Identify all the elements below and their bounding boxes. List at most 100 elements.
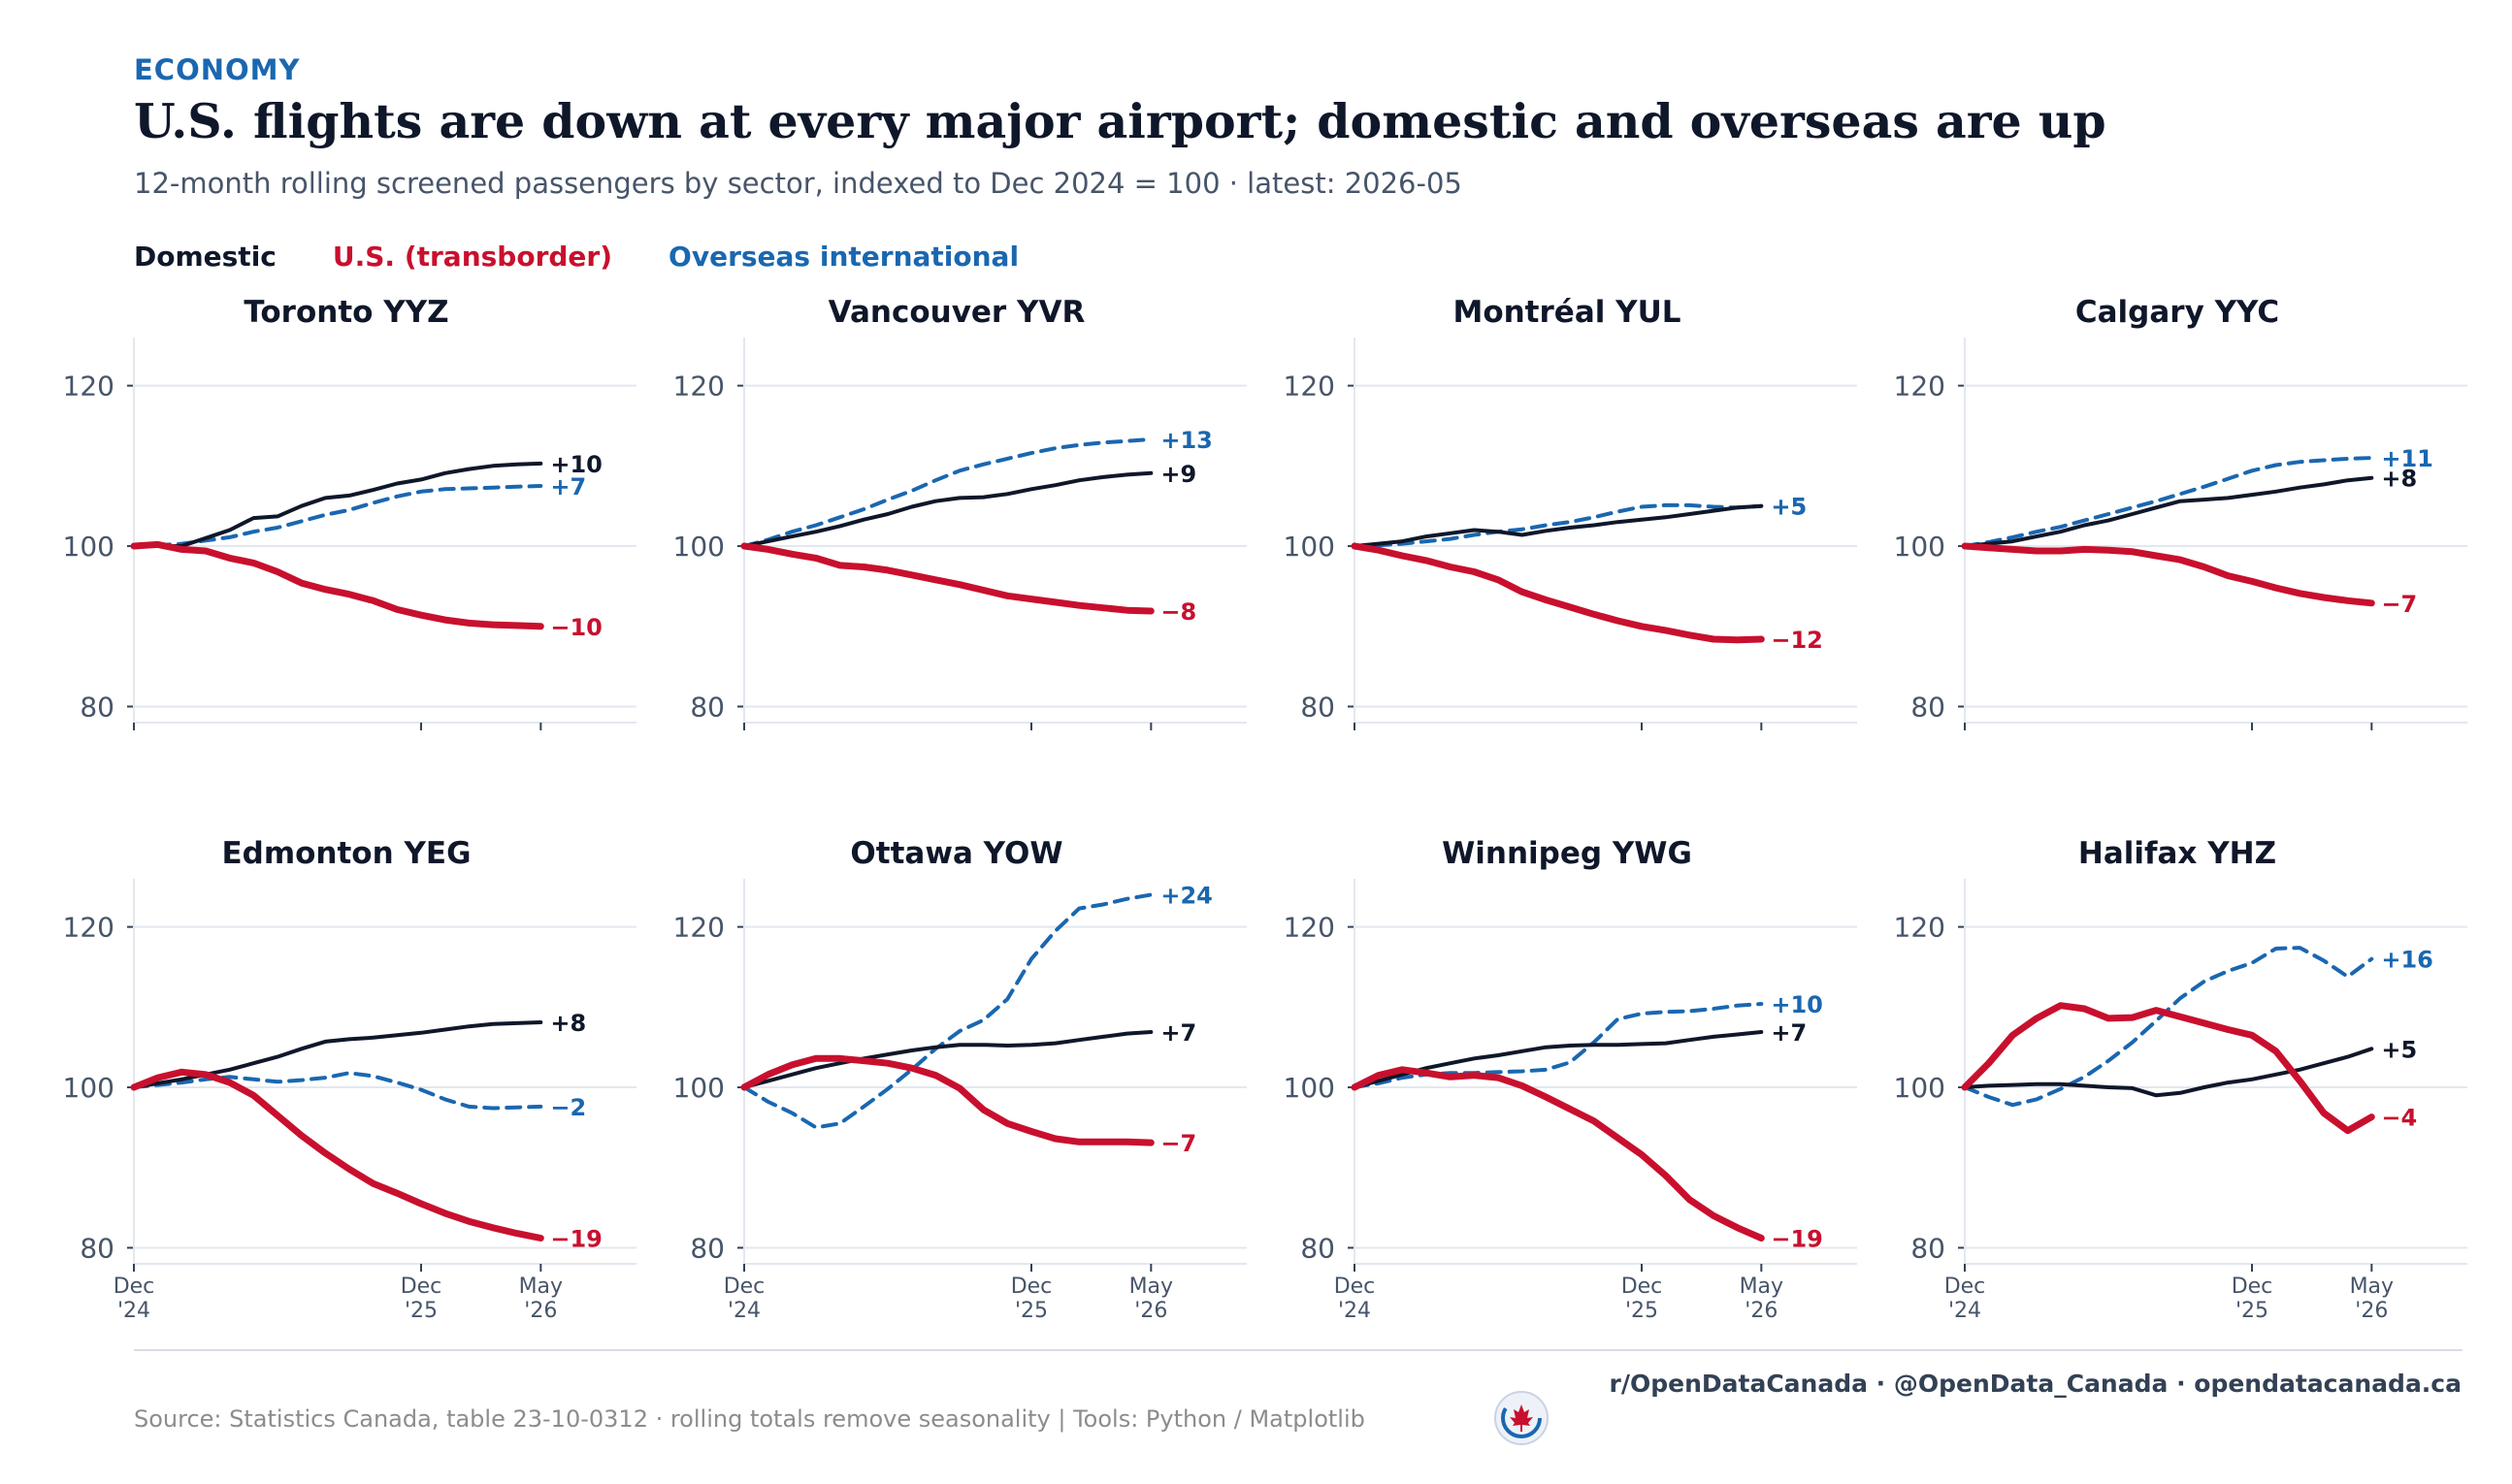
y-tick-label: 80 bbox=[690, 691, 725, 723]
x-tick-label: '26 bbox=[1134, 1299, 1167, 1323]
y-tick-label: 80 bbox=[1300, 691, 1335, 723]
canada-maple-leaf-icon bbox=[1494, 1391, 1549, 1445]
end-label-overseas: +24 bbox=[1160, 883, 1213, 910]
panel-title: Vancouver YVR bbox=[829, 295, 1086, 330]
end-label-domestic: +5 bbox=[2381, 1036, 2417, 1063]
x-tick-label: '26 bbox=[524, 1299, 557, 1323]
end-label-overseas: +5 bbox=[1771, 494, 1807, 521]
end-label-overseas: +11 bbox=[2381, 445, 2433, 472]
x-tick-label: Dec bbox=[1944, 1274, 1986, 1299]
y-tick-label: 120 bbox=[673, 912, 725, 944]
end-label-domestic: +10 bbox=[550, 451, 603, 478]
panel-title: Edmonton YEG bbox=[221, 836, 471, 871]
chart-subtitle: 12-month rolling screened passengers by … bbox=[134, 167, 1462, 200]
series-line-domestic bbox=[132, 1020, 543, 1089]
x-tick-label: May bbox=[2350, 1274, 2394, 1299]
y-tick-label: 100 bbox=[1894, 531, 1945, 563]
series-line-overseas bbox=[1353, 502, 1764, 548]
panel-1: Toronto YYZ 80 100 120 +10 −10 +7 bbox=[63, 295, 636, 730]
end-label-us: −7 bbox=[1160, 1130, 1196, 1157]
series-line-overseas bbox=[1963, 946, 2374, 1108]
y-tick-label: 100 bbox=[63, 531, 114, 563]
end-label-domestic: +7 bbox=[1160, 1019, 1196, 1047]
y-tick-label: 120 bbox=[1894, 371, 1945, 403]
series-line-overseas bbox=[132, 1071, 543, 1111]
end-label-us: −10 bbox=[550, 614, 603, 641]
series-line-us bbox=[740, 1054, 1155, 1146]
x-tick-label: May bbox=[1740, 1274, 1783, 1299]
y-tick-label: 80 bbox=[1300, 1232, 1335, 1264]
x-tick-label: '26 bbox=[2355, 1299, 2388, 1323]
end-label-overseas: −2 bbox=[550, 1094, 586, 1121]
x-tick-label: May bbox=[519, 1274, 563, 1299]
legend-domestic: Domestic bbox=[134, 241, 277, 273]
x-tick-label: Dec bbox=[401, 1274, 442, 1299]
legend-overseas: Overseas international bbox=[669, 241, 1020, 273]
series-line-us bbox=[740, 542, 1155, 615]
y-tick-label: 120 bbox=[63, 912, 114, 944]
panel-title: Halifax YHZ bbox=[2078, 836, 2276, 871]
series-line-domestic bbox=[1353, 1030, 1764, 1089]
y-tick-label: 80 bbox=[690, 1232, 725, 1264]
end-label-us: −4 bbox=[2381, 1105, 2417, 1132]
y-tick-label: 100 bbox=[673, 1072, 725, 1104]
series-line-overseas bbox=[742, 437, 1154, 548]
y-tick-label: 100 bbox=[673, 531, 725, 563]
chart-title: U.S. flights are down at every major air… bbox=[134, 93, 2106, 149]
end-label-domestic: +8 bbox=[2381, 466, 2417, 493]
x-tick-label: '25 bbox=[1625, 1299, 1658, 1323]
series-line-domestic bbox=[1353, 503, 1764, 548]
end-label-us: −7 bbox=[2381, 591, 2417, 618]
series-line-domestic bbox=[1963, 1047, 2374, 1098]
panel-2: Vancouver YVR 80 100 120 +9 −8 +13 bbox=[673, 295, 1247, 730]
legend-us: U.S. (transborder) bbox=[332, 241, 613, 273]
y-tick-label: 120 bbox=[1284, 912, 1335, 944]
panel-5: Edmonton YEG80100120Dec'24Dec'25May'26+8… bbox=[63, 836, 636, 1323]
end-label-overseas: +10 bbox=[1771, 991, 1823, 1018]
end-label-domestic: +9 bbox=[1160, 461, 1196, 488]
y-tick-label: 100 bbox=[1894, 1072, 1945, 1104]
x-tick-label: Dec bbox=[2232, 1274, 2273, 1299]
y-tick-label: 80 bbox=[1910, 1232, 1945, 1264]
end-label-us: −12 bbox=[1771, 627, 1823, 654]
footer-source: Source: Statistics Canada, table 23-10-0… bbox=[134, 1405, 1365, 1433]
x-tick-label: '25 bbox=[405, 1299, 438, 1323]
panel-title: Montréal YUL bbox=[1452, 295, 1680, 330]
series-line-overseas bbox=[742, 892, 1154, 1130]
x-tick-label: '26 bbox=[1745, 1299, 1778, 1323]
series-line-domestic bbox=[132, 461, 543, 548]
panel-7: Winnipeg YWG80100120Dec'24Dec'25May'26+7… bbox=[1284, 836, 1857, 1323]
x-tick-label: Dec bbox=[1334, 1274, 1376, 1299]
y-tick-label: 80 bbox=[80, 1232, 114, 1264]
end-label-us: −19 bbox=[550, 1226, 603, 1253]
x-tick-label: Dec bbox=[1011, 1274, 1053, 1299]
panel-4: Calgary YYC 80 100 120 +8 −7 +11 bbox=[1894, 295, 2467, 730]
panel-title: Toronto YYZ bbox=[244, 295, 448, 330]
y-tick-label: 120 bbox=[673, 371, 725, 403]
y-tick-label: 100 bbox=[63, 1072, 114, 1104]
panel-title: Calgary YYC bbox=[2075, 295, 2279, 330]
series-line-us bbox=[1351, 542, 1765, 644]
footer-credits: r/OpenDataCanada · @OpenData_Canada · op… bbox=[1609, 1370, 2462, 1398]
y-tick-label: 100 bbox=[1284, 1072, 1335, 1104]
series-line-domestic bbox=[742, 470, 1154, 548]
x-tick-label: '24 bbox=[728, 1299, 761, 1323]
series-line-overseas bbox=[1963, 456, 2374, 548]
end-label-domestic: +5 bbox=[1771, 494, 1807, 521]
series-line-domestic bbox=[1963, 475, 2374, 548]
kicker: ECONOMY bbox=[134, 53, 301, 86]
x-tick-label: Dec bbox=[1621, 1274, 1663, 1299]
y-tick-label: 120 bbox=[1284, 371, 1335, 403]
end-label-domestic: +7 bbox=[1771, 1019, 1807, 1047]
end-label-overseas: +7 bbox=[550, 473, 586, 500]
x-tick-label: '24 bbox=[1948, 1299, 1981, 1323]
series-line-domestic bbox=[742, 1030, 1154, 1089]
x-tick-label: May bbox=[1129, 1274, 1173, 1299]
small-multiples-chart: Toronto YYZ 80 100 120 +10 −10 +7 Vancouver YVR… bbox=[63, 295, 2467, 1323]
y-tick-label: 100 bbox=[1284, 531, 1335, 563]
x-tick-label: '24 bbox=[1338, 1299, 1371, 1323]
series-line-us bbox=[130, 540, 544, 630]
x-tick-label: Dec bbox=[724, 1274, 766, 1299]
x-tick-label: '24 bbox=[117, 1299, 150, 1323]
